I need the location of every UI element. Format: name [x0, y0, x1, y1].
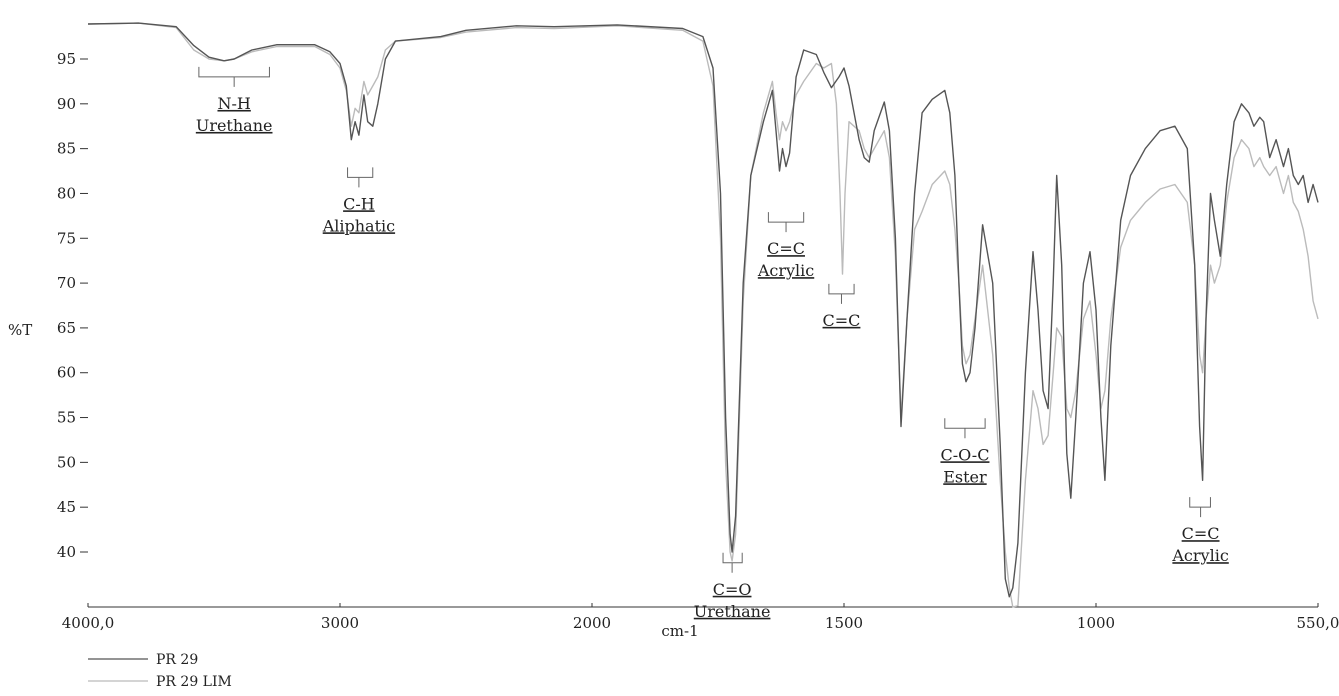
annotation-label: C-H — [343, 194, 375, 213]
annotation-bracket — [347, 167, 374, 188]
series-line — [87, 22, 1319, 598]
y-tick-label: 60 — [57, 364, 76, 382]
x-tick-label: 4000,0 — [62, 614, 115, 632]
x-axis-ticks: 4000,0 3000 2000 1500 1000 550,0 — [62, 603, 1339, 632]
y-tick-label: 40 — [57, 543, 76, 561]
y-tick-label: 80 — [57, 184, 76, 202]
y-tick-label: 55 — [57, 409, 76, 427]
annotation-label: C-O-C — [940, 445, 989, 464]
annotation-label: Aliphatic — [322, 216, 395, 235]
y-tick-label: 90 — [57, 95, 76, 113]
legend-label: PR 29 LIM — [156, 674, 232, 690]
annotation-label: Urethane — [196, 116, 273, 135]
y-tick-label: 45 — [57, 498, 76, 516]
annotation-bracket — [767, 212, 805, 233]
x-tick-label: 2000 — [573, 614, 611, 632]
y-tick-label: 70 — [57, 274, 76, 292]
annotation-label: Acrylic — [1171, 546, 1228, 565]
annotations-group: N-H Urethane C-H Aliphatic C=C Acrylic C=C C-O-… — [196, 66, 1229, 621]
annotation-label: C=C — [823, 311, 861, 330]
y-tick-label: 65 — [57, 319, 76, 337]
x-tick-label: 550,0 — [1297, 614, 1339, 632]
annotation-label: C=C — [767, 239, 805, 258]
y-tick-label: 95 — [57, 50, 76, 68]
legend-label: PR 29 — [156, 652, 198, 668]
annotation-bracket — [944, 418, 986, 439]
annotation-bracket — [828, 283, 855, 304]
y-axis-ticks: 40 45 50 55 60 65 70 75 80 85 90 95 — [57, 50, 88, 561]
annotation-label: C=C — [1182, 524, 1220, 543]
annotation-bracket — [722, 552, 743, 573]
x-tick-label: 1000 — [1077, 614, 1115, 632]
y-axis-title: %T — [8, 321, 32, 339]
series-group — [87, 22, 1319, 608]
x-tick-label: 1500 — [825, 614, 863, 632]
annotation-label: C=O — [713, 580, 752, 599]
y-tick-label: 75 — [57, 229, 76, 247]
annotation-label: Acrylic — [757, 261, 814, 280]
series-line — [87, 22, 1319, 608]
y-tick-label: 50 — [57, 453, 76, 471]
x-axis-title: cm-1 — [661, 622, 698, 640]
annotation-bracket — [198, 66, 270, 87]
x-tick-label: 3000 — [321, 614, 359, 632]
legend: PR 29 PR 29 LIM — [88, 652, 232, 690]
y-tick-label: 85 — [57, 140, 76, 158]
annotation-label: Ester — [943, 467, 987, 486]
annotation-label: N-H — [217, 94, 250, 113]
annotation-label: Urethane — [694, 602, 771, 621]
annotation-bracket — [1189, 497, 1211, 518]
